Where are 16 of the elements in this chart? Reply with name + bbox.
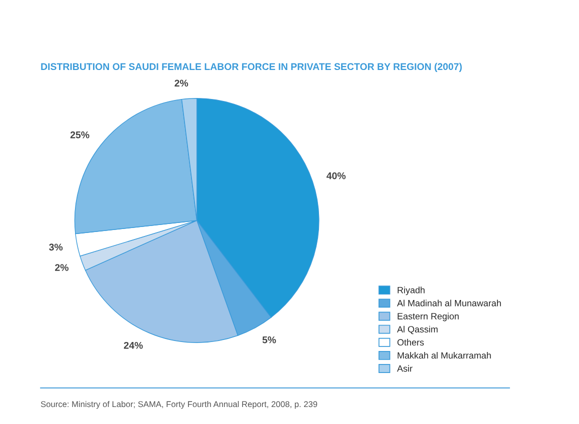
legend-label: Asir [397, 365, 412, 372]
data-label: 2% [174, 80, 188, 87]
data-label: 3% [49, 244, 63, 251]
data-label: 5% [262, 336, 276, 344]
legend-label: Al Qassim [397, 326, 438, 334]
legend-label: Eastern Region [398, 312, 459, 322]
data-label: 40% [326, 172, 346, 180]
data-label: 25% [70, 131, 90, 138]
legend-label: Al Madinah al Munawarah [397, 300, 501, 306]
source-note: Source: Ministry of Labor; SAMA, Forty Fourth Annual Report, 2008, p. 239 [40, 401, 318, 409]
data-label: 2% [55, 264, 68, 271]
chart-title: DISTRIBUTION OF SAUDI FEMALE LABOR FORCE IN PRIVATE SECTOR BY REGION (2007) [41, 62, 462, 72]
legend-label: Riyadh [398, 286, 425, 296]
legend-label: Makkah al Mukarramah [398, 352, 491, 359]
data-label: 24% [124, 342, 143, 349]
legend-label: Others [397, 338, 424, 346]
